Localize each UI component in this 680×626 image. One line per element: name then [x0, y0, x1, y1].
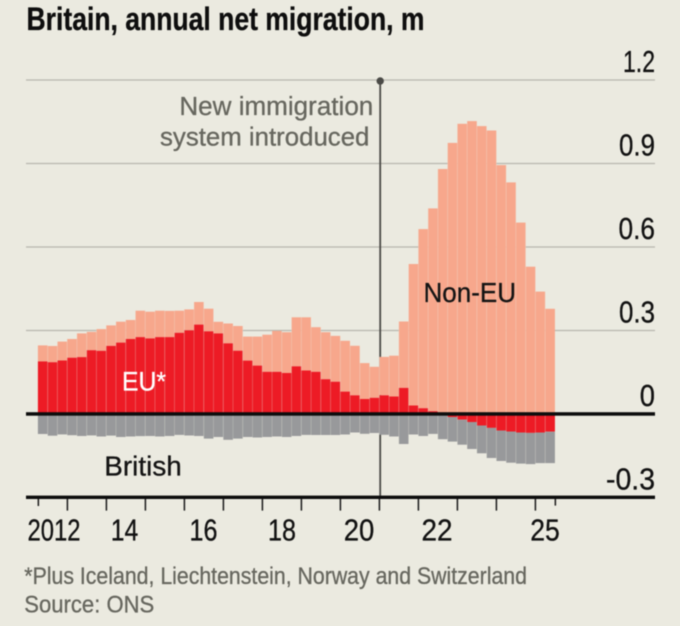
svg-text:0: 0 [640, 380, 655, 414]
svg-text:New immigration: New immigration [179, 91, 373, 121]
svg-text:Source: ONS: Source: ONS [24, 591, 154, 618]
svg-text:*Plus Iceland, Liechtenstein,: *Plus Iceland, Liechtenstein, Norway and… [24, 562, 527, 590]
svg-text:system introduced: system introduced [160, 123, 369, 151]
svg-text:20: 20 [344, 514, 375, 548]
svg-text:British: British [104, 451, 181, 482]
svg-text:EU*: EU* [122, 367, 166, 396]
svg-text:Britain, annual net migration,: Britain, annual net migration, m [27, 2, 425, 38]
svg-text:0.6: 0.6 [619, 212, 655, 246]
svg-text:0.9: 0.9 [619, 127, 655, 161]
svg-text:22: 22 [422, 514, 453, 547]
svg-text:14: 14 [111, 513, 138, 547]
svg-text:2012: 2012 [28, 513, 81, 548]
svg-text:-0.3: -0.3 [606, 462, 655, 496]
svg-text:16: 16 [190, 513, 218, 547]
svg-text:1.2: 1.2 [623, 45, 655, 79]
svg-text:18: 18 [268, 513, 296, 547]
svg-text:0.3: 0.3 [619, 294, 655, 328]
svg-text:25: 25 [530, 514, 560, 548]
svg-text:Non-EU: Non-EU [424, 277, 516, 308]
